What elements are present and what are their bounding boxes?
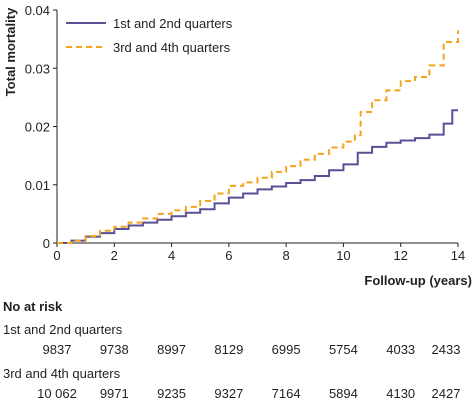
x-tick-label: 6 [225,248,232,263]
x-tick-label: 0 [53,248,60,263]
risk-value: 8129 [214,342,244,357]
y-ticks: 0 0.01 0.02 0.03 0.04 [25,3,57,251]
risk-value: 9738 [99,342,129,357]
series-line-1 [57,109,458,244]
risk-value: 8997 [157,342,187,357]
x-ticks: 0 2 4 6 8 10 12 14 [53,243,465,263]
x-tick-label: 4 [168,248,175,263]
y-axis-title: Total mortality [3,7,18,96]
risk-value: 5754 [328,342,358,357]
x-tick-label: 14 [451,248,465,263]
risk-group-label-1: 1st and 2nd quarters [3,322,123,337]
risk-value: 2433 [431,342,461,357]
y-tick-label: 0 [43,236,50,251]
risk-group-label-2: 3rd and 4th quarters [3,366,121,381]
x-axis-title: Follow-up (years) [364,273,472,288]
risk-value: 9971 [99,386,129,401]
risk-value: 7164 [271,386,301,401]
series-line-2 [57,30,459,244]
series-layer [57,30,459,244]
risk-value: 9327 [214,386,244,401]
risk-value: 4033 [386,342,416,357]
y-tick-label: 0.03 [25,61,50,76]
risk-value: 9235 [157,386,187,401]
legend: 1st and 2nd quarters 3rd and 4th quarters [66,16,233,55]
x-tick-label: 8 [283,248,290,263]
legend-label-2: 3rd and 4th quarters [113,40,231,55]
risk-value: 4130 [386,386,416,401]
y-tick-label: 0.01 [25,178,50,193]
x-tick-label: 10 [336,248,350,263]
y-tick-label: 0.02 [25,120,50,135]
y-tick-label: 0.04 [25,3,50,18]
x-tick-label: 12 [393,248,407,263]
legend-label-1: 1st and 2nd quarters [113,16,233,31]
risk-value: 10 062 [37,386,77,401]
risk-table-heading: No at risk [3,299,63,314]
risk-value: 2427 [431,386,461,401]
x-tick-label: 2 [111,248,118,263]
risk-value: 6995 [271,342,301,357]
risk-value: 5894 [328,386,358,401]
risk-value: 9837 [42,342,72,357]
